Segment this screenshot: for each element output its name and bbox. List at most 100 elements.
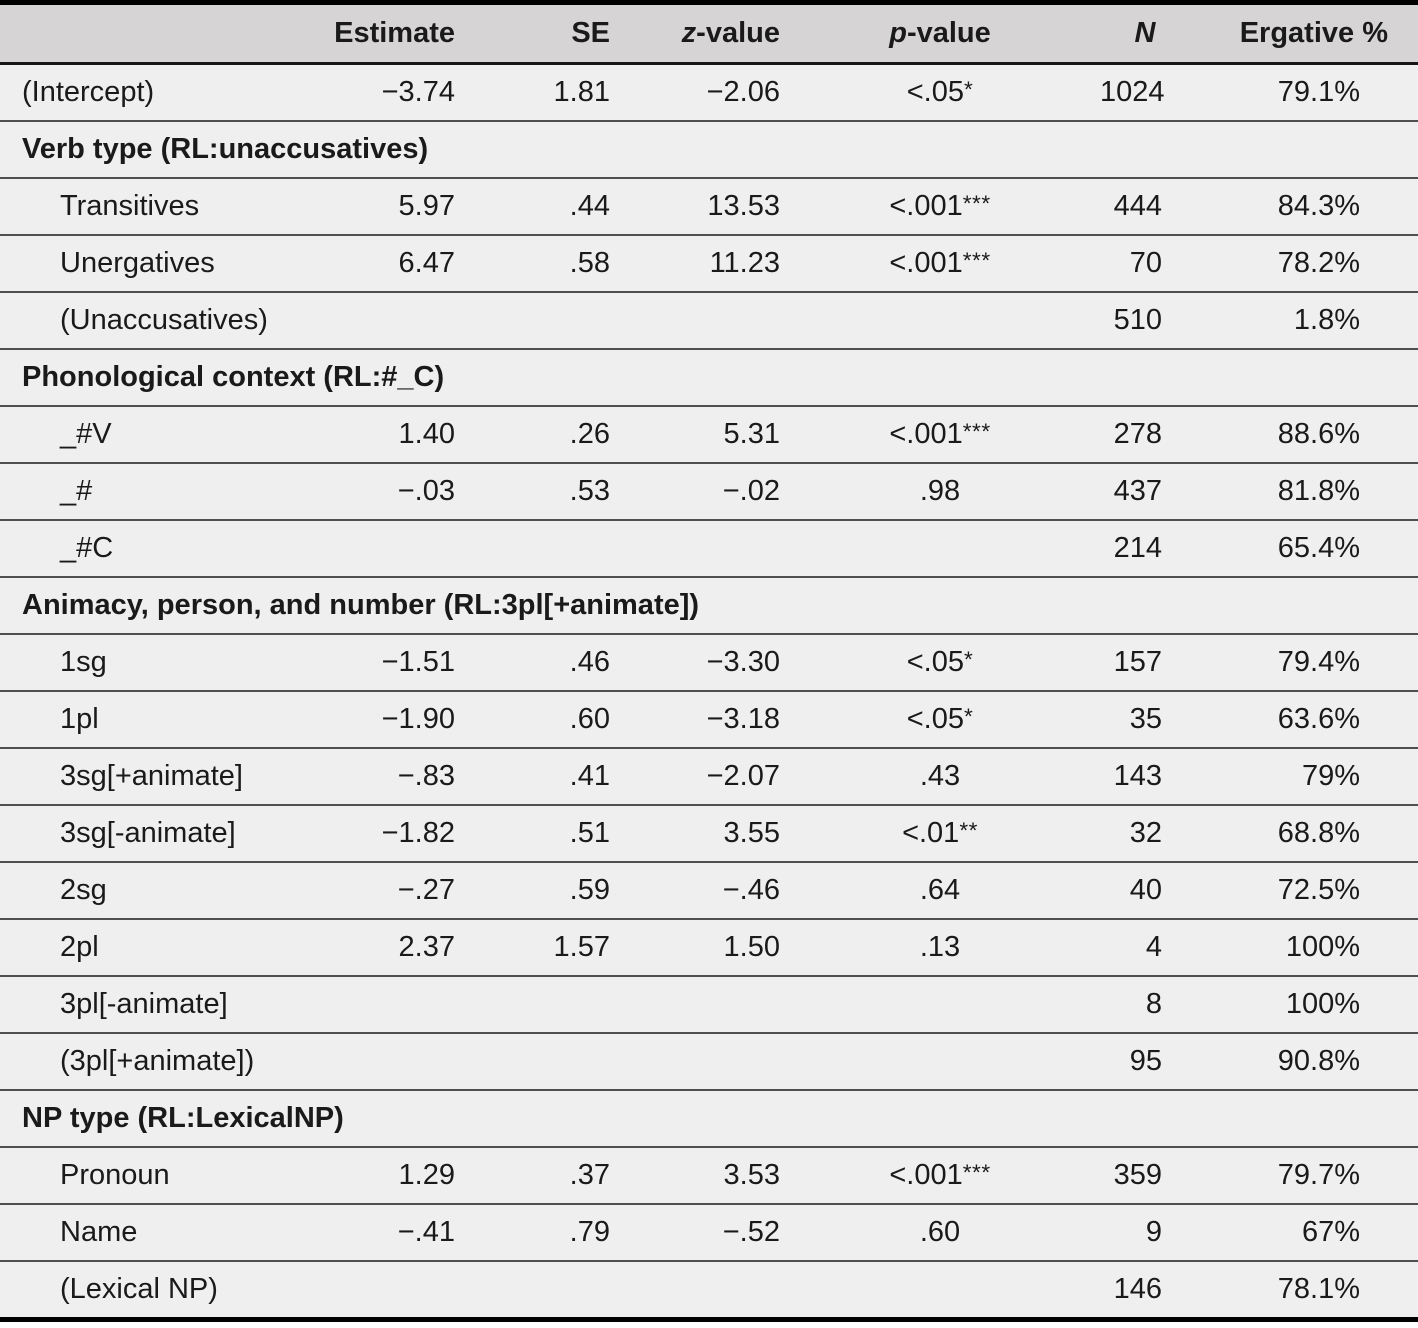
z-value-cell: −2.06 <box>610 62 780 121</box>
row-label: (Intercept) <box>0 62 300 121</box>
p-value-text: .60 <box>919 1216 961 1248</box>
se-cell: .60 <box>455 690 610 748</box>
estimate-cell <box>300 291 455 349</box>
se-cell: .26 <box>455 405 610 463</box>
p-value-cell: <.05* <box>780 690 1100 748</box>
se-cell: .59 <box>455 861 610 919</box>
section-label: NP type (RL:LexicalNP) <box>0 1089 1418 1147</box>
se-cell: .58 <box>455 234 610 292</box>
estimate-cell: −3.74 <box>300 62 455 121</box>
table-body: (Intercept) −3.74 1.81 −2.06 <.05* 1024 … <box>0 62 1418 1320</box>
header-n: N <box>1100 2 1190 65</box>
p-value-cell: .13 <box>780 918 1100 976</box>
se-cell <box>455 291 610 349</box>
section-header-row: Animacy, person, and number (RL:3pl[+ani… <box>0 576 1418 634</box>
row-label: Unergatives <box>0 234 300 292</box>
n-cell: 444 <box>1100 177 1190 235</box>
table-row: _# −.03 .53 −.02 .98 437 81.8% <box>0 462 1418 520</box>
z-value-cell: −.02 <box>610 462 780 520</box>
z-value-cell <box>610 519 780 577</box>
table-row: 1sg −1.51 .46 −3.30 <.05* 157 79.4% <box>0 633 1418 691</box>
p-value-cell: <.001*** <box>780 177 1100 235</box>
row-label: 2sg <box>0 861 300 919</box>
row-label: _#C <box>0 519 300 577</box>
row-label: (Lexical NP) <box>0 1260 300 1320</box>
row-label: 3sg[-animate] <box>0 804 300 862</box>
n-cell: 40 <box>1100 861 1190 919</box>
n-cell: 146 <box>1100 1260 1190 1320</box>
ergative-pct-cell: 68.8% <box>1190 804 1418 862</box>
estimate-cell: 5.97 <box>300 177 455 235</box>
header-estimate: Estimate <box>300 2 455 65</box>
p-value-cell: .64 <box>780 861 1100 919</box>
z-value-cell: −.46 <box>610 861 780 919</box>
se-cell <box>455 1260 610 1320</box>
p-value-cell <box>780 291 1100 349</box>
n-cell: 70 <box>1100 234 1190 292</box>
row-label: 3pl[-animate] <box>0 975 300 1033</box>
z-value-cell <box>610 1032 780 1090</box>
ergative-pct-cell: 84.3% <box>1190 177 1418 235</box>
table-row: 2sg −.27 .59 −.46 .64 40 72.5% <box>0 861 1418 919</box>
p-value-text: <.001 <box>889 418 963 450</box>
p-value-text: <.05 <box>906 703 964 735</box>
p-value-cell: <.001*** <box>780 234 1100 292</box>
significance-stars: *** <box>962 190 991 216</box>
header-z-value: z-value <box>610 2 780 65</box>
n-cell: 214 <box>1100 519 1190 577</box>
n-cell: 8 <box>1100 975 1190 1033</box>
significance-stars: *** <box>962 247 991 273</box>
p-value-cell: <.05* <box>780 62 1100 121</box>
n-cell: 35 <box>1100 690 1190 748</box>
table-row: Unergatives 6.47 .58 11.23 <.001*** 70 7… <box>0 234 1418 292</box>
ergative-pct-cell: 65.4% <box>1190 519 1418 577</box>
table-row: 3sg[-animate] −1.82 .51 3.55 <.01** 32 6… <box>0 804 1418 862</box>
estimate-cell: −1.51 <box>300 633 455 691</box>
row-label: _# <box>0 462 300 520</box>
z-value-cell: 3.53 <box>610 1146 780 1204</box>
z-value-cell: −2.07 <box>610 747 780 805</box>
n-cell: 143 <box>1100 747 1190 805</box>
ergative-pct-cell: 100% <box>1190 975 1418 1033</box>
n-cell: 359 <box>1100 1146 1190 1204</box>
z-value-cell: 3.55 <box>610 804 780 862</box>
p-value-cell <box>780 1260 1100 1320</box>
p-value-text: <.05 <box>906 76 964 108</box>
header-p-italic: p <box>889 17 907 49</box>
p-value-cell: <.01** <box>780 804 1100 862</box>
p-value-cell <box>780 975 1100 1033</box>
p-value-cell: <.001*** <box>780 1146 1100 1204</box>
row-label: (Unaccusatives) <box>0 291 300 349</box>
header-ergative-pct: Ergative % <box>1190 2 1418 65</box>
section-label: Animacy, person, and number (RL:3pl[+ani… <box>0 576 1418 634</box>
se-cell <box>455 975 610 1033</box>
estimate-cell <box>300 1260 455 1320</box>
n-cell: 157 <box>1100 633 1190 691</box>
estimate-cell: −.27 <box>300 861 455 919</box>
table-row: Transitives 5.97 .44 13.53 <.001*** 444 … <box>0 177 1418 235</box>
se-cell: .53 <box>455 462 610 520</box>
p-value-text: <.01 <box>902 817 960 849</box>
row-label: Name <box>0 1203 300 1261</box>
se-cell: .41 <box>455 747 610 805</box>
estimate-cell: −.03 <box>300 462 455 520</box>
n-cell: 4 <box>1100 918 1190 976</box>
z-value-cell: 13.53 <box>610 177 780 235</box>
section-header-row: NP type (RL:LexicalNP) <box>0 1089 1418 1147</box>
p-value-text: <.001 <box>889 247 963 279</box>
significance-stars: *** <box>962 418 991 444</box>
table-row: _#V 1.40 .26 5.31 <.001*** 278 88.6% <box>0 405 1418 463</box>
ergative-pct-cell: 79% <box>1190 747 1418 805</box>
ergative-pct-cell: 72.5% <box>1190 861 1418 919</box>
table-row: (Unaccusatives) 510 1.8% <box>0 291 1418 349</box>
estimate-cell <box>300 519 455 577</box>
row-label: _#V <box>0 405 300 463</box>
se-cell: .44 <box>455 177 610 235</box>
row-label: (3pl[+animate]) <box>0 1032 300 1090</box>
estimate-cell: −.41 <box>300 1203 455 1261</box>
p-value-text: <.001 <box>889 1159 963 1191</box>
table-row: Pronoun 1.29 .37 3.53 <.001*** 359 79.7% <box>0 1146 1418 1204</box>
z-value-cell: 11.23 <box>610 234 780 292</box>
